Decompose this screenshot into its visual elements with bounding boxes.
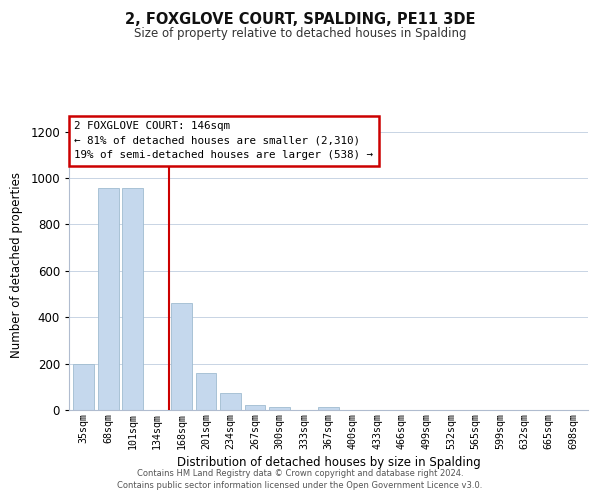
Y-axis label: Number of detached properties: Number of detached properties bbox=[10, 172, 23, 358]
Bar bbox=[122, 188, 143, 410]
Bar bbox=[196, 373, 217, 410]
Text: Size of property relative to detached houses in Spalding: Size of property relative to detached ho… bbox=[134, 28, 466, 40]
Bar bbox=[318, 407, 339, 410]
Text: Contains public sector information licensed under the Open Government Licence v3: Contains public sector information licen… bbox=[118, 481, 482, 490]
Text: 2 FOXGLOVE COURT: 146sqm
← 81% of detached houses are smaller (2,310)
19% of sem: 2 FOXGLOVE COURT: 146sqm ← 81% of detach… bbox=[74, 122, 373, 160]
X-axis label: Distribution of detached houses by size in Spalding: Distribution of detached houses by size … bbox=[176, 456, 481, 468]
Bar bbox=[171, 304, 192, 410]
Bar bbox=[73, 364, 94, 410]
Bar bbox=[98, 188, 119, 410]
Text: Contains HM Land Registry data © Crown copyright and database right 2024.: Contains HM Land Registry data © Crown c… bbox=[137, 468, 463, 477]
Text: 2, FOXGLOVE COURT, SPALDING, PE11 3DE: 2, FOXGLOVE COURT, SPALDING, PE11 3DE bbox=[125, 12, 475, 28]
Bar bbox=[269, 406, 290, 410]
Bar bbox=[220, 394, 241, 410]
Bar bbox=[245, 405, 265, 410]
